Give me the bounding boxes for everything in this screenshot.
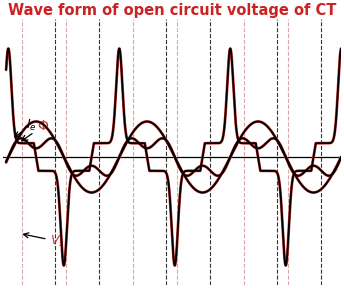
Text: $I_e$: $I_e$ xyxy=(15,118,37,137)
Text: $V_s$: $V_s$ xyxy=(23,233,65,249)
Text: $\Phi$: $\Phi$ xyxy=(22,119,49,141)
Title: Wave form of open circuit voltage of CT: Wave form of open circuit voltage of CT xyxy=(8,3,336,18)
